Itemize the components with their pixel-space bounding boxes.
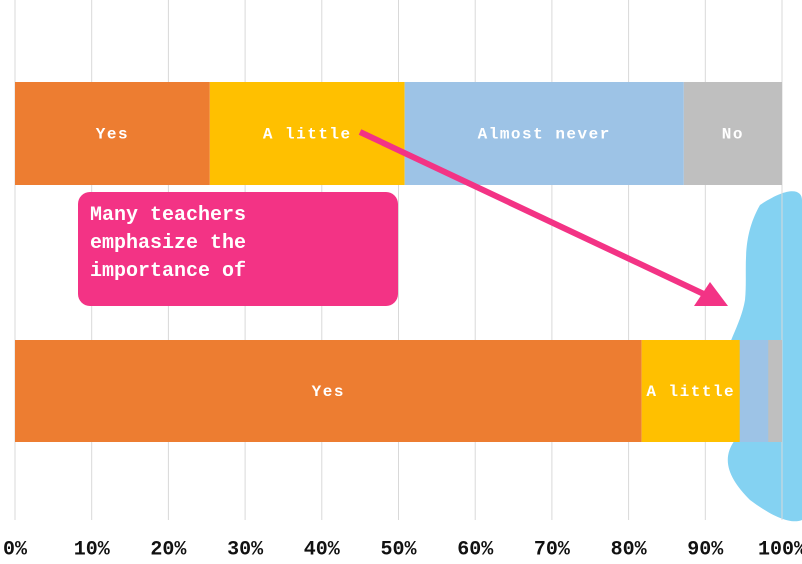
x-tick-label: 60% <box>457 538 494 561</box>
segment-label: A little <box>646 383 735 401</box>
segment-label: Almost never <box>478 126 611 144</box>
x-tick-label: 40% <box>304 538 341 561</box>
segment-label: A little <box>263 126 352 144</box>
x-tick-label: 0% <box>3 538 28 561</box>
x-tick-label: 10% <box>74 538 111 561</box>
x-tick-label: 20% <box>150 538 187 561</box>
annotation-box: Many teachers emphasize the importance o… <box>78 192 398 306</box>
bar-segment <box>740 340 768 442</box>
x-tick-label: 50% <box>380 538 417 561</box>
x-tick-label: 90% <box>687 538 724 561</box>
x-tick-label: 30% <box>227 538 264 561</box>
bar-segment <box>768 340 782 442</box>
annotation: Many teachers emphasize the importance o… <box>90 202 265 286</box>
x-tick-label: 100% <box>758 538 802 561</box>
segment-label: Yes <box>312 383 345 401</box>
x-tick-label: 80% <box>611 538 648 561</box>
page: Yes A little Almost never No Yes A little 0% 1… <box>0 0 802 564</box>
x-tick-label: 70% <box>534 538 571 561</box>
segment-label: No <box>722 126 744 144</box>
segment-label: Yes <box>96 126 129 144</box>
